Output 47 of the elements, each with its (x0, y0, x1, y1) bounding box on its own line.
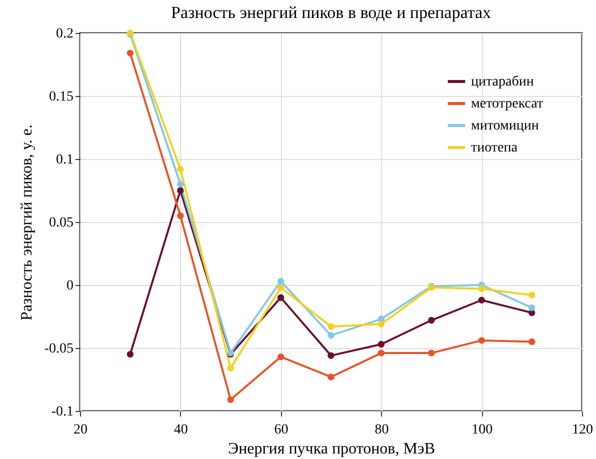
point (528, 338, 536, 346)
y-tick-label: 0.15 (49, 90, 74, 104)
point (378, 320, 385, 328)
x-tick-label: 60 (274, 422, 288, 438)
point (328, 323, 334, 330)
x-axis-title: Энергия пучка протонов, МэВ (228, 440, 435, 458)
legend-label: митомицин (471, 118, 540, 134)
chart-title: Разность энергий пиков в воде и препаратах (170, 3, 492, 22)
point (428, 316, 435, 324)
point (277, 294, 284, 301)
y-tick-label: -0.05 (44, 342, 74, 356)
point (428, 350, 435, 356)
x-tick-label: 40 (174, 422, 188, 438)
x-tick-label: 120 (572, 422, 593, 438)
point (227, 364, 234, 372)
y-tick-label: 0.05 (49, 216, 74, 230)
point (277, 278, 284, 285)
x-tick-label: 20 (74, 422, 88, 438)
legend-label: тиотепа (471, 140, 518, 156)
x-tick-label: 100 (472, 422, 493, 438)
point (528, 292, 536, 298)
point (528, 304, 536, 312)
point (126, 50, 134, 57)
y-tick-label: 0 (66, 278, 74, 294)
point (378, 350, 385, 356)
point (378, 340, 385, 348)
point (328, 352, 334, 359)
point (177, 180, 184, 188)
point (478, 285, 485, 292)
legend-label: цитарабин (471, 74, 534, 90)
point (328, 332, 334, 339)
y-tick-label: 0.1 (56, 152, 74, 168)
point (177, 166, 184, 172)
y-tick-label: 0.2 (56, 26, 74, 42)
point (227, 396, 234, 404)
point (328, 374, 334, 380)
point (277, 284, 284, 291)
x-tick-label: 80 (374, 422, 389, 438)
y-tick-label: -0.1 (51, 404, 74, 420)
point (126, 350, 134, 358)
point (177, 187, 184, 194)
point (478, 296, 485, 304)
point (478, 337, 485, 344)
point (177, 212, 184, 220)
legend-label: метотрексат (471, 96, 544, 112)
point (277, 353, 284, 360)
y-axis-title: Разность энергий пиков, у. е. (18, 124, 36, 321)
